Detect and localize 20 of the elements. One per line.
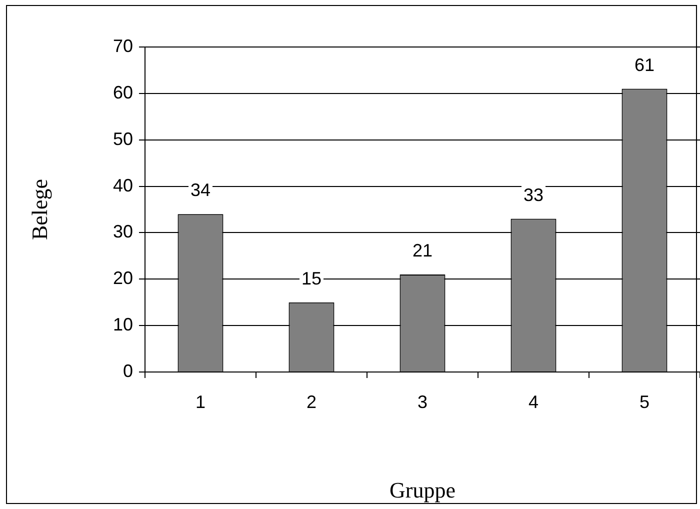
y-tick-label: 40: [112, 175, 133, 196]
data-label: 33: [523, 184, 544, 205]
x-tick-label: 2: [306, 392, 317, 412]
y-tick-label: 60: [112, 82, 133, 102]
data-label: 34: [190, 180, 211, 200]
y-axis-title: Belege: [26, 178, 52, 240]
y-tick-label: 30: [112, 222, 133, 242]
x-tick-label: 1: [195, 392, 206, 412]
x-tick-label: 4: [528, 392, 539, 412]
y-tick-label: 20: [112, 268, 133, 288]
data-label: 61: [634, 54, 655, 75]
y-tick-label: 10: [112, 314, 133, 335]
y-tick-label: 70: [112, 36, 133, 56]
y-tick-label: 0: [122, 360, 133, 381]
x-tick-label: 3: [417, 392, 428, 412]
y-tick-label: 50: [112, 128, 133, 149]
data-label: 21: [412, 240, 433, 260]
x-tick-label: 5: [639, 392, 650, 412]
x-axis-title: Gruppe: [390, 478, 456, 503]
data-label: 15: [301, 268, 322, 288]
